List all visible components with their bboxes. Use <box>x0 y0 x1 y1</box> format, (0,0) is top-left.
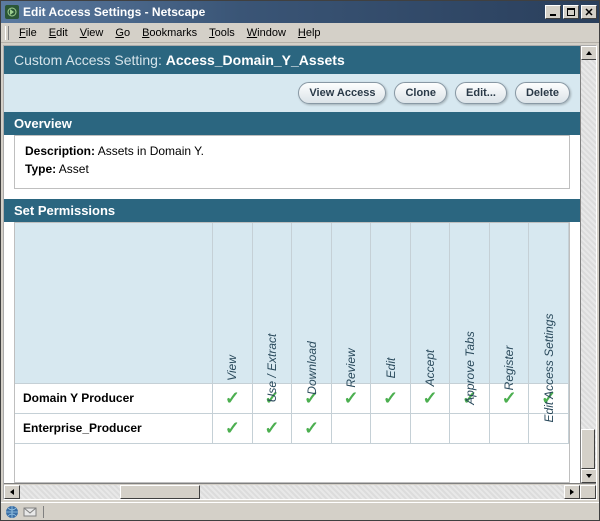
role-cell: Domain Y Producer <box>15 383 213 413</box>
type-label: Type: <box>25 162 56 176</box>
perm-col-label: View <box>225 355 239 381</box>
menu-window[interactable]: Window <box>241 25 292 41</box>
perm-col-7: Register <box>489 223 529 383</box>
clone-button[interactable]: Clone <box>394 82 447 104</box>
perm-col-label: Register <box>502 345 516 390</box>
perm-cell[interactable]: ✓ <box>213 383 253 413</box>
role-cell: Enterprise_Producer <box>15 413 213 443</box>
scroll-up-button[interactable] <box>581 46 596 60</box>
perm-col-2: Download <box>292 223 332 383</box>
status-separator <box>43 506 44 518</box>
overview-section-title: Overview <box>4 112 580 135</box>
check-icon: ✓ <box>502 388 517 409</box>
perm-col-label: Review <box>344 348 358 387</box>
browser-window: Edit Access Settings - Netscape File Edi… <box>0 0 600 521</box>
window-control-buttons <box>545 5 597 19</box>
menubar: File Edit View Go Bookmarks Tools Window… <box>1 23 599 43</box>
perm-col-5: Accept <box>410 223 450 383</box>
titlebar: Edit Access Settings - Netscape <box>1 1 599 23</box>
check-icon: ✓ <box>423 388 438 409</box>
permissions-section-title: Set Permissions <box>4 199 580 222</box>
perm-cell[interactable] <box>489 413 529 443</box>
perm-cell[interactable]: ✓ <box>213 413 253 443</box>
check-icon: ✓ <box>383 388 398 409</box>
perm-cell[interactable] <box>371 413 411 443</box>
type-value: Asset <box>59 162 89 176</box>
menu-help[interactable]: Help <box>292 25 327 41</box>
action-button-row: View Access Clone Edit... Delete <box>4 74 580 112</box>
perm-col-4: Edit <box>371 223 411 383</box>
header-label: Custom Access Setting: <box>14 52 162 68</box>
perm-col-label: Accept <box>423 349 437 386</box>
perm-cell[interactable] <box>331 413 371 443</box>
perm-cell[interactable]: ✓ <box>252 413 292 443</box>
permissions-table: ViewUse / ExtractDownloadReviewEditAccep… <box>15 223 569 444</box>
permissions-corner-cell <box>15 223 213 383</box>
perm-cell[interactable]: ✓ <box>410 383 450 413</box>
status-mail-icon <box>23 505 37 519</box>
edit-button[interactable]: Edit... <box>455 82 507 104</box>
header-name: Access_Domain_Y_Assets <box>166 52 345 68</box>
content-row: Custom Access Setting: Access_Domain_Y_A… <box>4 46 596 483</box>
page-content: Custom Access Setting: Access_Domain_Y_A… <box>4 46 580 483</box>
overview-type-row: Type: Asset <box>25 162 559 176</box>
status-globe-icon <box>5 505 19 519</box>
perm-cell[interactable]: ✓ <box>371 383 411 413</box>
check-icon: ✓ <box>264 418 279 439</box>
perm-col-8: Edit Access Settings <box>529 223 569 383</box>
menu-go[interactable]: Go <box>109 25 136 41</box>
perm-col-label: Edit <box>384 357 398 378</box>
hscroll-track[interactable] <box>20 485 564 499</box>
perm-col-label: Approve Tabs <box>463 331 477 405</box>
perm-col-1: Use / Extract <box>252 223 292 383</box>
viewport: Custom Access Setting: Access_Domain_Y_A… <box>3 45 597 500</box>
check-icon: ✓ <box>343 388 358 409</box>
check-icon: ✓ <box>225 418 240 439</box>
scroll-down-button[interactable] <box>581 469 596 483</box>
overview-description-row: Description: Assets in Domain Y. <box>25 144 559 158</box>
check-icon: ✓ <box>304 418 319 439</box>
hscroll-thumb[interactable] <box>120 485 200 499</box>
close-button[interactable] <box>581 5 597 19</box>
perm-cell[interactable] <box>410 413 450 443</box>
view-access-button[interactable]: View Access <box>298 82 386 104</box>
permissions-header-row: View Use / ExtractDownloadReview Edit Accep… <box>15 223 569 383</box>
scroll-left-button[interactable] <box>4 485 20 499</box>
vscroll-thumb[interactable] <box>581 429 595 469</box>
scroll-right-button[interactable] <box>564 485 580 499</box>
minimize-button[interactable] <box>545 5 561 19</box>
perm-col-label: Download <box>305 341 319 394</box>
maximize-button[interactable] <box>563 5 579 19</box>
description-value: Assets in Domain Y. <box>98 144 204 158</box>
permissions-body: Domain Y Producer✓✓✓✓✓✓✓✓✓Enterprise_Pro… <box>15 383 569 443</box>
statusbar <box>1 502 599 520</box>
perm-col-3: Review <box>331 223 371 383</box>
vertical-scrollbar[interactable] <box>580 46 596 483</box>
permissions-table-wrap: ViewUse / ExtractDownloadReviewEditAccep… <box>14 222 570 483</box>
toolbar-grip-icon <box>5 26 9 40</box>
table-row: Domain Y Producer✓✓✓✓✓✓✓✓✓ <box>15 383 569 413</box>
perm-col-0: View <box>213 223 253 383</box>
window-title: Edit Access Settings - Netscape <box>23 5 545 19</box>
table-row: Enterprise_Producer ✓ ✓ ✓ <box>15 413 569 443</box>
menu-file[interactable]: File <box>13 25 43 41</box>
menu-tools[interactable]: Tools <box>203 25 241 41</box>
page-header-band: Custom Access Setting: Access_Domain_Y_A… <box>4 46 580 74</box>
perm-cell[interactable]: ✓ <box>292 413 332 443</box>
perm-col-label: Use / Extract <box>265 333 279 402</box>
overview-box: Description: Assets in Domain Y. Type: A… <box>14 135 570 189</box>
description-label: Description: <box>25 144 95 158</box>
delete-button[interactable]: Delete <box>515 82 570 104</box>
check-icon: ✓ <box>225 388 240 409</box>
menu-view[interactable]: View <box>74 25 110 41</box>
horizontal-scrollbar[interactable] <box>4 483 596 499</box>
app-favicon-icon <box>5 5 19 19</box>
menu-edit[interactable]: Edit <box>43 25 74 41</box>
perm-cell[interactable] <box>450 413 490 443</box>
perm-col-6: Approve Tabs <box>450 223 490 383</box>
menu-bookmarks[interactable]: Bookmarks <box>136 25 203 41</box>
scrollbar-corner <box>580 485 596 499</box>
vscroll-track[interactable] <box>581 60 596 469</box>
perm-col-label: Edit Access Settings <box>542 313 556 422</box>
